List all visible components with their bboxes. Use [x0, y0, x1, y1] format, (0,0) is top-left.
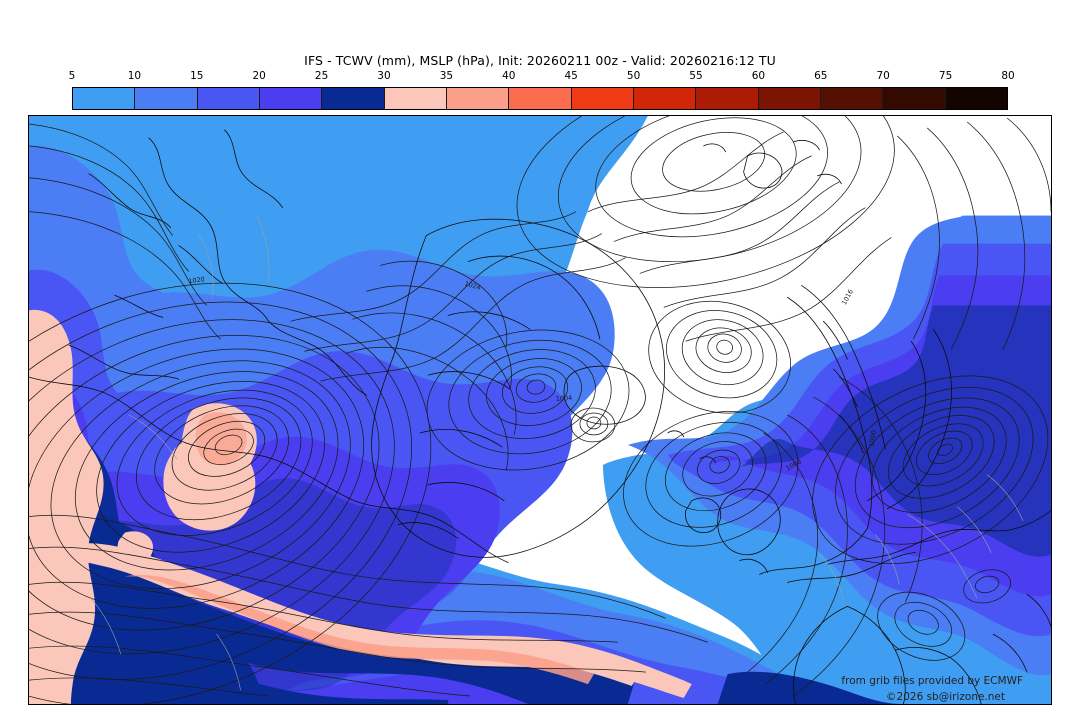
isobar-group-europe-low: [812, 375, 1049, 565]
svg-text:1020: 1020: [188, 275, 205, 285]
colorbar-segment-6: [446, 88, 510, 109]
svg-text:1004: 1004: [556, 394, 573, 403]
isobar-group-nw-low: [29, 282, 432, 704]
colorbar-tick-15: 15: [190, 70, 204, 82]
colorbar-tick-5: 5: [68, 70, 76, 82]
colorbar-tick-35: 35: [439, 70, 454, 82]
isobar-group-se-lows: [877, 569, 1012, 661]
colorbar-tick-75: 75: [938, 70, 953, 82]
colorbar-segment-8: [571, 88, 634, 109]
map-panel[interactable]: 1000 1004 1016 1020 1024 1008 from grib …: [28, 115, 1052, 705]
colorbar-segment-4: [322, 88, 385, 109]
colorbar-segment-5: [384, 88, 447, 109]
colorbar-tick-70: 70: [876, 70, 890, 82]
page-title: IFS - TCWV (mm), MSLP (hPa), Init: 20260…: [304, 53, 776, 68]
colorbar-segment-1: [135, 88, 198, 109]
isobar-group-norwegian-low: [648, 300, 792, 414]
colorbar-segment-9: [633, 88, 697, 109]
colorbar-segment-7: [509, 88, 572, 109]
colorbar-segment-10: [696, 88, 759, 109]
colorbar-segment-0: [73, 88, 136, 109]
colorbar-tick-30: 30: [377, 70, 391, 82]
attribution-copyright: ©2026 sb@irizone.net: [886, 691, 1005, 703]
colorbar-segment-14: [945, 88, 1007, 109]
colorbar-tick-65: 65: [814, 70, 828, 82]
isobar-group-arctic-high: [516, 116, 895, 288]
colorbar-segment-11: [758, 88, 821, 109]
colorbar-tick-10: 10: [127, 70, 142, 82]
isobar-group-iceland-low: [426, 329, 630, 471]
colorbar-tick-80: 80: [1001, 70, 1015, 82]
mslp-isobars: [29, 116, 1051, 704]
colorbar-segment-3: [259, 88, 323, 109]
colorbar-tick-20: 20: [252, 70, 266, 82]
colorbar-tick-labels: 5 10 15 20 25 30 35 40 45 50 55 60 65 70 75 80: [68, 70, 1015, 86]
colorbar: 5 10 15 20 25 30 35 40 45 50 55 60 65 70 75 80: [68, 70, 1015, 110]
colorbar-segment-2: [197, 88, 260, 109]
colorbar-tick-60: 60: [751, 70, 766, 82]
colorbar-tick-55: 55: [689, 70, 703, 82]
map-canvas: 1000 1004 1016 1020 1024 1008: [29, 116, 1051, 704]
colorbar-tick-45: 45: [564, 70, 578, 82]
svg-text:1000: 1000: [867, 430, 878, 448]
colorbar-segment-13: [883, 88, 946, 109]
colorbar-segment-12: [820, 88, 884, 109]
colorbar-tick-50: 50: [626, 70, 641, 82]
isobar-group-northsea-low: [623, 411, 799, 547]
attribution-source: from grib files provided by ECMWF: [841, 675, 1023, 687]
colorbar-tick-25: 25: [314, 70, 329, 82]
tcwv-filled-contours: [29, 116, 1051, 704]
coastlines: [29, 129, 1051, 704]
colorbar-gradient: [72, 87, 1008, 110]
colorbar-tick-40: 40: [502, 70, 516, 82]
